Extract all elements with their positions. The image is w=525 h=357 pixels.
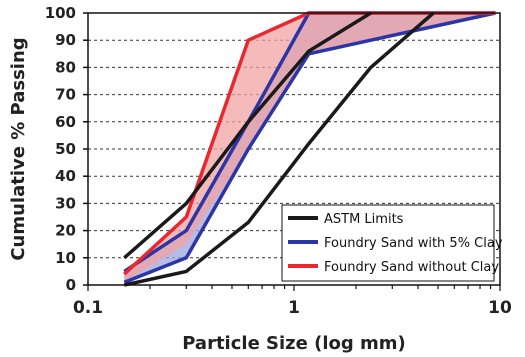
y-tick-label: 70 (55, 86, 76, 104)
y-tick-label: 30 (55, 194, 76, 212)
band-foundry-sand-without-clay (124, 13, 496, 283)
series-line-astm-limit-2 (123, 11, 435, 287)
y-tick-label: 40 (55, 167, 76, 185)
y-tick-label: 100 (45, 4, 76, 22)
y-axis-title: Cumulative % Passing (8, 37, 29, 260)
series-line-lower-bound (123, 11, 496, 284)
y-tick-label: 60 (55, 113, 76, 131)
series-line-astm-limit-1 (123, 11, 372, 260)
y-tick-label: 20 (55, 222, 76, 240)
y-tick-label: 80 (55, 58, 76, 76)
legend-label: ASTM Limits (324, 212, 404, 227)
legend: ASTM Limits Foundry Sand with 5% Clay Foun… (281, 204, 503, 282)
x-axis-title: Particle Size (log mm) (182, 333, 406, 354)
legend-label: Foundry Sand with 5% Clay (324, 236, 503, 251)
y-tick-label: 10 (55, 249, 76, 267)
legend-label: Foundry Sand without Clay (324, 260, 499, 275)
y-tick-label: 50 (55, 140, 76, 158)
x-tick-label: 0.1 (73, 298, 103, 318)
x-tick-label: 10 (488, 298, 512, 318)
series-fills (124, 13, 496, 283)
x-tick-label: 1 (288, 298, 300, 318)
y-tick-label: 0 (66, 276, 76, 294)
y-tick-label: 90 (55, 31, 76, 49)
axis-ticks: 0 10 20 30 40 50 60 70 80 90 100 0.1 1 10 (45, 4, 512, 318)
